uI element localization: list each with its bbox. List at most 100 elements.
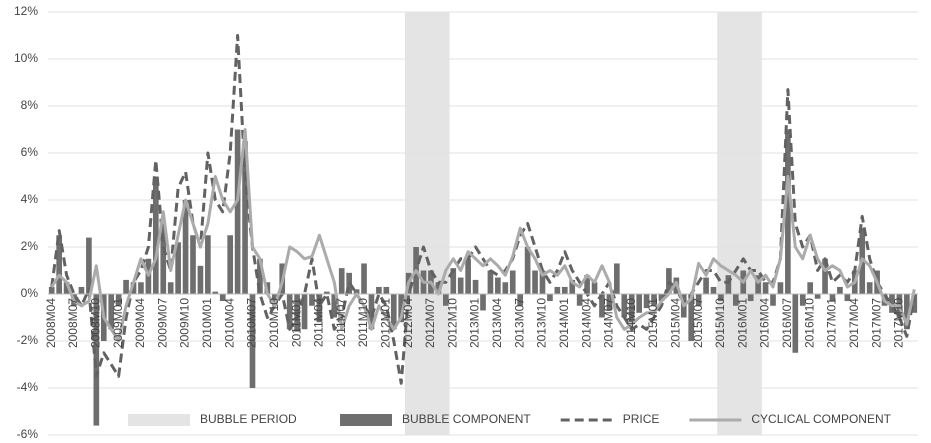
- bar: [242, 141, 248, 294]
- bar: [576, 294, 583, 306]
- x-tick-label: 2008M04: [44, 298, 58, 348]
- bar: [182, 200, 189, 294]
- legend-swatch: [340, 414, 392, 426]
- x-tick-label: 2016M04: [758, 298, 772, 348]
- bar: [197, 265, 204, 294]
- bar: [316, 294, 323, 323]
- bar: [361, 263, 367, 294]
- x-tick-label: 2017M07: [869, 298, 883, 348]
- y-tick-label: 6%: [21, 145, 39, 159]
- bar: [621, 294, 628, 318]
- bar: [324, 291, 330, 294]
- bar: [725, 275, 732, 294]
- x-tick-label: 2010M04: [222, 298, 236, 348]
- bar: [249, 294, 256, 388]
- bar: [353, 289, 360, 294]
- x-tick-label: 2011M07: [334, 298, 348, 347]
- bar: [331, 294, 338, 318]
- bar: [457, 277, 464, 294]
- bar: [792, 294, 799, 353]
- y-tick-label: 0%: [21, 286, 39, 300]
- bar: [160, 223, 167, 294]
- bar: [651, 294, 657, 306]
- x-tick-label: 2009M04: [133, 298, 147, 348]
- bar: [703, 277, 709, 294]
- bar: [56, 235, 62, 294]
- bar: [539, 270, 546, 294]
- bar: [376, 286, 382, 294]
- x-tick-label: 2012M07: [423, 298, 437, 348]
- x-tick-label: 2012M01: [379, 298, 393, 348]
- legend-swatch: [128, 414, 190, 426]
- x-tick-label: 2010M01: [200, 298, 214, 348]
- x-tick-label: 2016M07: [780, 298, 794, 348]
- legend-label: PRICE: [623, 412, 660, 426]
- x-tick-label: 2010M07: [245, 298, 259, 348]
- bar: [829, 294, 836, 302]
- bar: [889, 294, 895, 313]
- bar: [175, 242, 181, 294]
- bar: [718, 294, 724, 302]
- bar: [108, 294, 115, 330]
- x-tick-label: 2012M10: [445, 298, 459, 348]
- bar: [762, 282, 769, 294]
- bar: [599, 294, 605, 318]
- bar: [115, 294, 122, 306]
- bar: [152, 176, 159, 294]
- bar: [138, 282, 144, 294]
- x-tick-label: 2014M10: [624, 298, 638, 348]
- bar: [86, 237, 92, 294]
- y-tick-label: 8%: [21, 98, 39, 112]
- bar: [584, 275, 590, 294]
- x-tick-label: 2009M01: [111, 298, 125, 348]
- bar: [822, 258, 828, 294]
- bar: [480, 294, 486, 311]
- x-tick-label: 2015M01: [646, 298, 660, 348]
- bar: [212, 291, 219, 294]
- bar: [167, 282, 174, 294]
- x-tick-label: 2016M01: [735, 298, 749, 348]
- bar: [190, 235, 196, 294]
- bar: [309, 294, 315, 306]
- x-tick-label: 2009M07: [155, 298, 169, 348]
- bar: [495, 277, 501, 294]
- bar: [383, 286, 390, 294]
- y-tick-label: 4%: [21, 192, 39, 206]
- bar: [524, 247, 531, 294]
- bar: [517, 294, 524, 306]
- x-tick-label: 2013M04: [490, 298, 504, 348]
- bar: [63, 282, 70, 294]
- bar: [398, 294, 405, 323]
- bar: [509, 270, 516, 294]
- x-tick-label: 2013M10: [535, 298, 549, 348]
- bar: [591, 282, 598, 294]
- bar: [472, 279, 479, 294]
- x-tick-label: 2016M10: [802, 298, 816, 348]
- x-tick-label: 2009M10: [178, 298, 192, 348]
- legend-label: BUBBLE COMPONENT: [402, 412, 531, 426]
- bar: [628, 294, 635, 323]
- x-tick-label: 2011M10: [356, 298, 370, 347]
- bar: [911, 294, 918, 313]
- bar: [561, 286, 568, 294]
- bar: [904, 294, 910, 330]
- bar: [338, 268, 345, 294]
- bar: [390, 294, 397, 330]
- legend-label: CYCLICAL COMPONENT: [751, 412, 891, 426]
- x-tick-label: 2013M01: [468, 298, 482, 348]
- bar: [465, 258, 471, 294]
- bar: [814, 294, 821, 299]
- bar: [442, 294, 449, 306]
- x-tick-label: 2011M01: [289, 298, 303, 347]
- y-tick-label: 2%: [21, 239, 39, 253]
- bar: [614, 263, 620, 294]
- bar: [286, 294, 293, 330]
- x-tick-label: 2010M10: [267, 298, 281, 348]
- bar: [755, 275, 761, 294]
- bar: [636, 294, 642, 313]
- bar: [301, 294, 308, 330]
- x-tick-label: 2015M04: [669, 298, 683, 348]
- bar: [123, 279, 129, 294]
- x-tick-label: 2014M01: [557, 298, 571, 348]
